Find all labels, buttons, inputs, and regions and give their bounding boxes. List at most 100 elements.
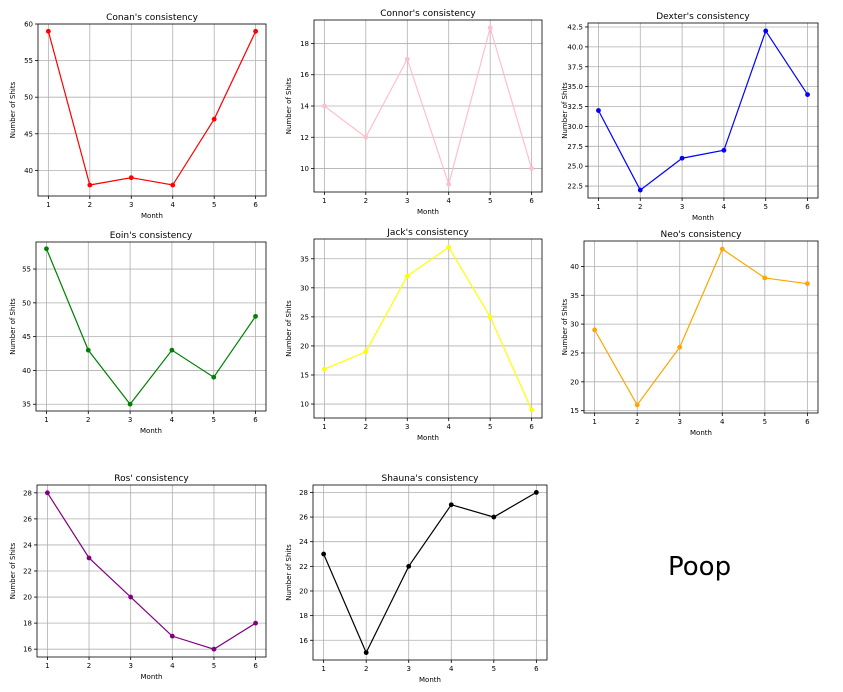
chart-title: Shauna's consistency bbox=[382, 474, 480, 484]
y-tick-label: 18 bbox=[299, 612, 308, 620]
y-tick-label: 27.5 bbox=[567, 143, 583, 151]
poop-text: Poop bbox=[668, 552, 732, 582]
eoin-chart: 1 2 3 4 5 6 35 40 45 50 55 Eoin's consistency Month N… bbox=[0, 226, 276, 438]
y-tick-label: 10 bbox=[300, 401, 309, 409]
y-tick-label: 45 bbox=[24, 130, 33, 138]
neo-chart-svg: 1 2 3 4 5 6 15 20 25 30 35 40 Neo's consistency Month… bbox=[561, 230, 819, 437]
ros-chart-svg: 1 2 3 4 5 6 16 18 20 22 24 26 28 Ros' consistency Mont… bbox=[9, 474, 267, 681]
data-point bbox=[805, 92, 810, 97]
series-line bbox=[47, 31, 257, 186]
plot-frame bbox=[587, 22, 819, 199]
x-tick-label: 2 bbox=[364, 665, 368, 673]
y-axis-label: Number of Shits bbox=[9, 542, 17, 599]
chart-title: Connor's consistency bbox=[380, 9, 476, 19]
y-axis-label: Number of Shits bbox=[9, 298, 17, 355]
y-tick-label: 15 bbox=[300, 371, 309, 379]
x-tick-label: 2 bbox=[87, 662, 91, 670]
data-point bbox=[44, 246, 49, 252]
x-tick-label: 5 bbox=[763, 418, 767, 426]
x-tick-label: 1 bbox=[322, 423, 326, 431]
x-tick-label: 3 bbox=[406, 665, 410, 673]
plot-frame bbox=[35, 241, 267, 412]
series-line bbox=[324, 246, 533, 411]
x-tick-label: 1 bbox=[322, 197, 326, 205]
data-point bbox=[253, 620, 258, 626]
y-tick-label: 22 bbox=[299, 563, 308, 571]
y-tick-label: 25.0 bbox=[567, 163, 583, 171]
x-tick-label: 3 bbox=[128, 416, 132, 424]
x-axis-label: Month bbox=[692, 214, 714, 222]
y-tick-label: 14 bbox=[300, 103, 309, 111]
x-tick-label: 6 bbox=[529, 197, 534, 205]
series-line bbox=[46, 492, 256, 650]
series-line bbox=[597, 29, 809, 191]
y-tick-label: 60 bbox=[24, 21, 33, 29]
data-point bbox=[45, 28, 51, 34]
y-tick-label: 30 bbox=[300, 284, 309, 292]
y-tick-label: 18 bbox=[300, 40, 309, 48]
chart-title: Conan's consistency bbox=[106, 13, 198, 23]
data-point bbox=[86, 555, 92, 561]
ros-chart: 1 2 3 4 5 6 16 18 20 22 24 26 28 Ros' consistency Mont… bbox=[0, 468, 276, 688]
x-tick-label: 5 bbox=[763, 203, 767, 211]
data-point bbox=[804, 281, 810, 287]
data-point bbox=[406, 563, 412, 569]
x-axis-label: Month bbox=[141, 212, 163, 220]
data-point bbox=[533, 489, 539, 495]
data-point bbox=[529, 407, 535, 413]
y-tick-label: 28 bbox=[23, 489, 32, 497]
x-tick-label: 1 bbox=[592, 418, 596, 426]
y-tick-label: 20 bbox=[300, 342, 309, 350]
y-tick-label: 35.0 bbox=[567, 83, 583, 91]
data-point bbox=[491, 514, 497, 520]
y-tick-label: 25 bbox=[570, 349, 579, 357]
x-axis-label: Month bbox=[140, 427, 162, 435]
y-tick-label: 20 bbox=[23, 594, 32, 602]
x-axis-label: Month bbox=[419, 676, 441, 684]
data-point bbox=[128, 594, 134, 600]
chart-title: Eoin's consistency bbox=[110, 231, 193, 241]
chart-title: Neo's consistency bbox=[661, 230, 743, 240]
x-axis-label: Month bbox=[417, 208, 439, 216]
data-point bbox=[253, 28, 259, 34]
x-tick-label: 3 bbox=[680, 203, 684, 211]
x-tick-label: 2 bbox=[86, 416, 90, 424]
x-tick-label: 3 bbox=[405, 197, 409, 205]
x-tick-label: 3 bbox=[129, 201, 133, 209]
y-tick-label: 30.0 bbox=[567, 123, 583, 131]
y-tick-label: 35 bbox=[22, 401, 31, 409]
x-tick-label: 4 bbox=[722, 203, 727, 211]
y-tick-label: 40 bbox=[24, 167, 33, 175]
x-tick-label: 1 bbox=[46, 201, 50, 209]
data-point bbox=[446, 244, 452, 250]
series-line bbox=[323, 491, 537, 655]
x-tick-label: 5 bbox=[211, 416, 215, 424]
y-tick-label: 55 bbox=[22, 266, 31, 274]
x-tick-label: 2 bbox=[364, 197, 368, 205]
x-tick-label: 1 bbox=[44, 416, 48, 424]
data-point bbox=[679, 155, 685, 161]
x-tick-label: 4 bbox=[720, 418, 725, 426]
y-tick-label: 45 bbox=[22, 333, 31, 341]
y-tick-label: 16 bbox=[300, 71, 309, 79]
y-tick-label: 12 bbox=[300, 134, 309, 142]
data-point bbox=[211, 116, 217, 122]
series-line bbox=[45, 248, 257, 406]
dexter-chart: 1 2 3 4 5 6 22.5 25.0 27.5 30.0 32.5 35.0 37.5 40.0 42… bbox=[552, 7, 828, 222]
y-tick-label: 40 bbox=[570, 263, 579, 271]
data-point bbox=[404, 273, 410, 279]
data-point bbox=[404, 56, 410, 62]
x-tick-label: 6 bbox=[253, 201, 258, 209]
data-point bbox=[321, 551, 327, 557]
x-tick-label: 1 bbox=[596, 203, 600, 211]
series-line bbox=[324, 25, 533, 187]
data-point bbox=[87, 182, 93, 188]
data-point bbox=[762, 275, 768, 281]
data-point bbox=[363, 650, 369, 656]
x-tick-label: 4 bbox=[446, 423, 451, 431]
data-point bbox=[321, 103, 327, 109]
data-point bbox=[169, 347, 175, 353]
data-point bbox=[677, 344, 683, 350]
